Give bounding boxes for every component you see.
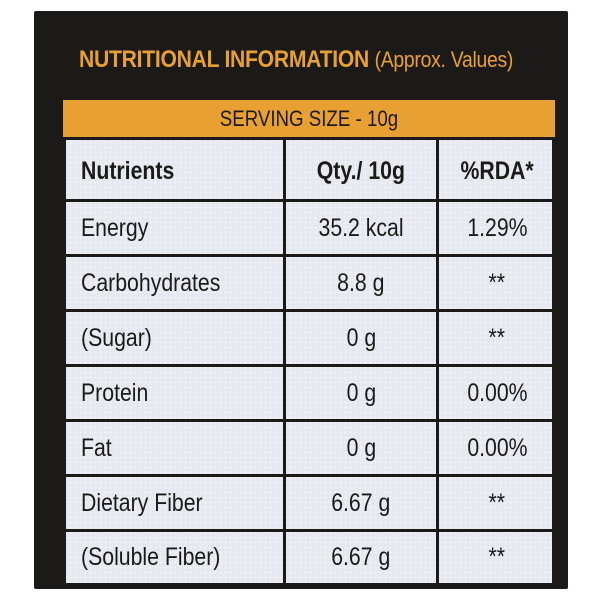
title-subtitle: (Approx. Values) — [374, 47, 514, 72]
row-divider — [63, 254, 555, 257]
row-divider — [63, 419, 555, 422]
row-sugar-qty: 0 g — [346, 323, 376, 352]
nutrition-label: NUTRITIONAL INFORMATION (Approx. Values)… — [34, 11, 568, 589]
title-text: NUTRITIONAL INFORMATION — [79, 46, 369, 73]
row-energy-nutrient: Energy — [81, 213, 149, 242]
nutrition-table: Nutrients Qty./ 10g %RDA* Energy 35.2 kc… — [63, 140, 555, 586]
table-border-right — [552, 140, 555, 586]
row-fat-rda: 0.00% — [466, 433, 528, 462]
row-dietary-fiber-qty: 6.67 g — [331, 488, 391, 517]
column-divider — [436, 140, 439, 586]
serving-size-bar: SERVING SIZE - 10g — [63, 100, 555, 140]
row-protein-qty: 0 g — [346, 378, 376, 407]
row-fat-qty: 0 g — [346, 433, 376, 462]
row-divider — [63, 199, 555, 202]
row-divider — [63, 529, 555, 532]
column-header-qty: Qty./ 10g — [316, 156, 406, 185]
row-energy-rda: 1.29% — [466, 213, 528, 242]
row-carbohydrates-nutrient: Carbohydrates — [81, 268, 221, 297]
row-soluble-fiber-rda: ** — [488, 543, 506, 571]
label-title: NUTRITIONAL INFORMATION (Approx. Values) — [79, 46, 513, 74]
row-soluble-fiber-qty: 6.67 g — [331, 543, 391, 571]
row-sugar-nutrient: (Sugar) — [81, 323, 152, 352]
row-fat-nutrient: Fat — [81, 433, 112, 462]
row-protein-rda: 0.00% — [466, 378, 528, 407]
label-header: NUTRITIONAL INFORMATION (Approx. Values) — [37, 14, 565, 100]
row-protein-nutrient: Protein — [81, 378, 149, 407]
serving-size-text: SERVING SIZE - 10g — [219, 106, 399, 131]
table-border-bottom — [63, 583, 555, 586]
column-header-nutrients: Nutrients — [81, 156, 175, 185]
row-divider — [63, 309, 555, 312]
row-dietary-fiber-rda: ** — [488, 488, 506, 517]
row-soluble-fiber-nutrient: (Soluble Fiber) — [81, 543, 221, 571]
row-carbohydrates-qty: 8.8 g — [337, 268, 385, 297]
row-carbohydrates-rda: ** — [488, 268, 506, 297]
row-divider — [63, 474, 555, 477]
row-energy-qty: 35.2 kcal — [318, 213, 404, 242]
table-border-left — [63, 140, 66, 586]
column-header-rda: %RDA* — [460, 156, 534, 185]
column-divider — [283, 140, 286, 586]
row-dietary-fiber-nutrient: Dietary Fiber — [81, 488, 203, 517]
row-divider — [63, 364, 555, 367]
row-sugar-rda: ** — [488, 323, 506, 352]
